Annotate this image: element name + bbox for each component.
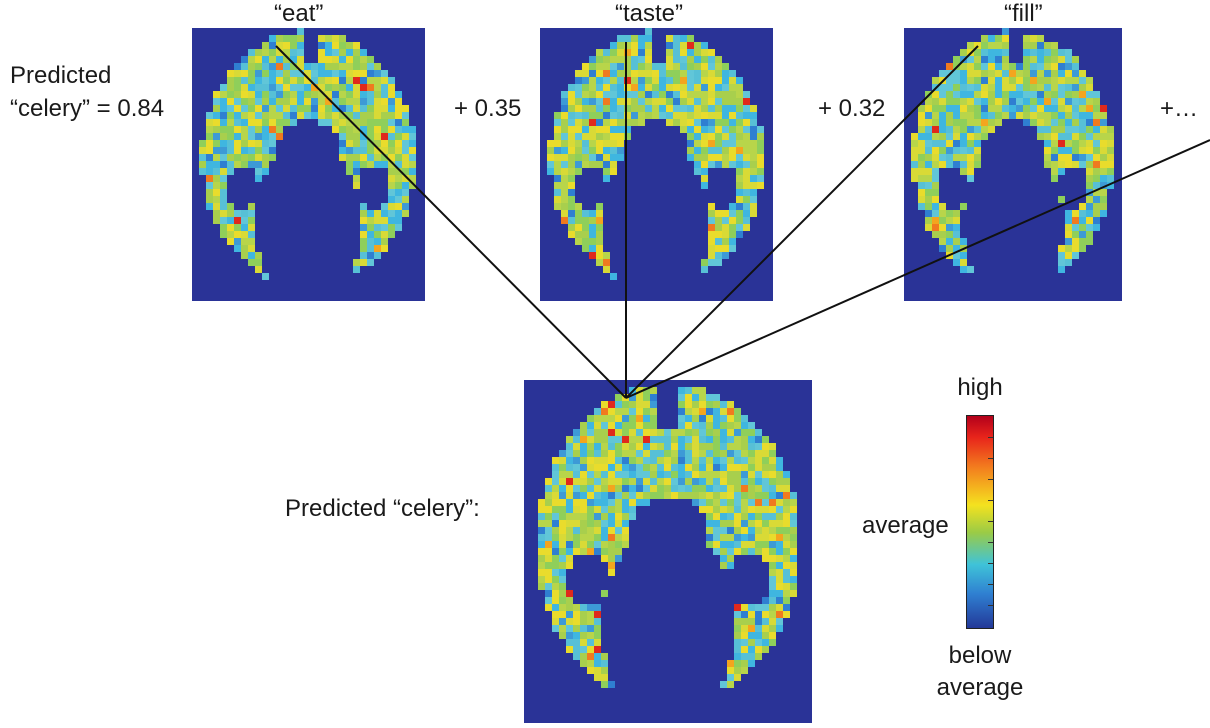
heatmap-canvas	[199, 28, 416, 280]
heatmap-canvas	[911, 28, 1114, 273]
brain-map-eat	[192, 28, 425, 301]
colorbar	[966, 415, 994, 629]
label-celery-coef: “celery” = 0.84	[10, 95, 165, 122]
label-fill: “fill”	[1004, 0, 1043, 27]
label-predicted: Predicted	[10, 62, 112, 89]
colorbar-high-label: high	[957, 374, 1003, 401]
label-taste: “taste”	[615, 0, 684, 27]
brain-map-taste	[540, 28, 773, 301]
brain-map-fill	[904, 28, 1122, 301]
label-plus-fill: + 0.32	[818, 95, 886, 122]
heatmap-canvas	[547, 28, 764, 280]
label-plus-more: +…	[1160, 95, 1199, 122]
colorbar-average-label: average	[862, 512, 949, 539]
heatmap-canvas	[538, 387, 797, 688]
colorbar-below-label: below	[948, 642, 1012, 669]
label-predicted-celery: Predicted “celery”:	[285, 495, 480, 522]
label-plus-taste: + 0.35	[454, 95, 522, 122]
colorbar-below-average-label: average	[936, 674, 1024, 701]
label-eat: “eat”	[274, 0, 324, 27]
brain-map-predicted-celery	[524, 380, 812, 723]
